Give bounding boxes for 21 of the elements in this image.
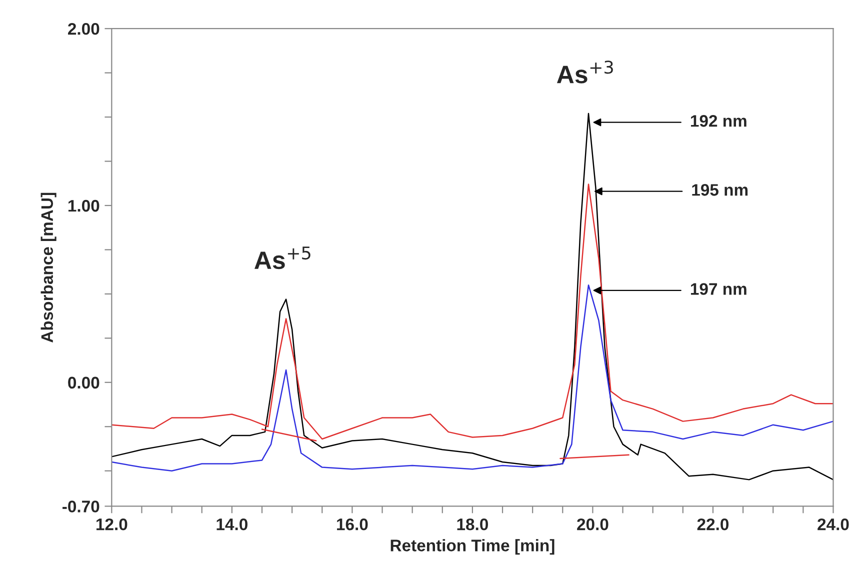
y-axis-title: Absorbance [mAU] <box>40 192 56 342</box>
x-tick-label: 18.0 <box>457 518 488 530</box>
x-tick-label: 20.0 <box>577 518 608 530</box>
y-tick-label: -0.70 <box>62 500 100 512</box>
annotation: 195 nm <box>692 184 748 196</box>
annotation: As$^{+5}$ <box>254 246 310 270</box>
x-tick-label: 24.0 <box>818 518 849 530</box>
annotation: 197 nm <box>690 283 746 295</box>
x-axis-title: Retention Time [min] <box>390 539 554 555</box>
x-tick-label: 12.0 <box>96 518 128 530</box>
line-series <box>112 184 834 440</box>
x-tick-label: 22.0 <box>697 518 729 530</box>
line-series <box>112 284 834 472</box>
line-series <box>112 112 834 480</box>
y-tick-label: 2.00 <box>68 23 100 35</box>
annotation: 192 nm <box>690 115 746 127</box>
y-tick-label: 1.00 <box>68 200 100 212</box>
x-tick-label: 14.0 <box>216 518 248 530</box>
y-tick-label: 0.00 <box>68 376 100 389</box>
x-tick-label: 16.0 <box>337 518 368 530</box>
annotation: As$^{+3}$ <box>556 60 613 84</box>
